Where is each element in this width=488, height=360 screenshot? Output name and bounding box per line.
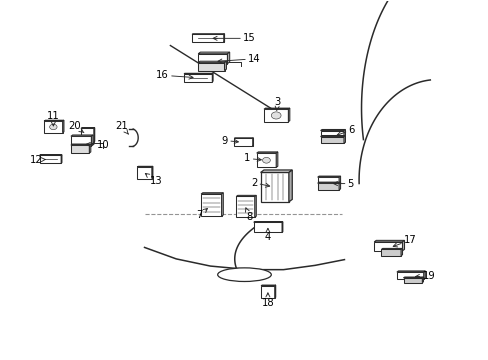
Polygon shape <box>44 121 62 133</box>
Polygon shape <box>40 155 61 163</box>
Circle shape <box>271 112 281 119</box>
Text: 16: 16 <box>156 70 193 80</box>
Polygon shape <box>198 61 226 63</box>
Polygon shape <box>260 170 292 172</box>
Polygon shape <box>236 197 254 217</box>
Polygon shape <box>264 108 289 109</box>
Polygon shape <box>396 272 423 279</box>
Polygon shape <box>381 248 402 249</box>
Polygon shape <box>423 271 425 279</box>
Text: 8: 8 <box>245 208 252 221</box>
Polygon shape <box>89 144 91 153</box>
Polygon shape <box>198 63 224 71</box>
Polygon shape <box>94 128 95 142</box>
Polygon shape <box>236 195 256 197</box>
Polygon shape <box>261 286 274 298</box>
Polygon shape <box>343 135 345 143</box>
Polygon shape <box>317 183 338 190</box>
Polygon shape <box>198 52 229 54</box>
Text: 10: 10 <box>86 140 109 150</box>
Polygon shape <box>317 182 340 183</box>
Polygon shape <box>183 74 212 82</box>
Circle shape <box>50 124 57 130</box>
Polygon shape <box>317 177 338 184</box>
Polygon shape <box>402 240 404 251</box>
Polygon shape <box>254 195 256 217</box>
Polygon shape <box>71 135 93 136</box>
Polygon shape <box>221 193 223 216</box>
Polygon shape <box>224 61 226 71</box>
Polygon shape <box>403 277 423 278</box>
Polygon shape <box>276 152 277 167</box>
Text: 20: 20 <box>68 121 84 132</box>
Polygon shape <box>320 135 345 136</box>
Text: 11: 11 <box>47 111 60 126</box>
Text: 5: 5 <box>333 179 353 189</box>
Polygon shape <box>320 136 343 143</box>
Text: 17: 17 <box>392 235 416 247</box>
Polygon shape <box>192 35 224 42</box>
Text: 4: 4 <box>264 228 270 242</box>
Text: 12: 12 <box>29 155 45 165</box>
Polygon shape <box>234 138 252 146</box>
Polygon shape <box>264 109 288 122</box>
Polygon shape <box>343 130 345 138</box>
Text: 18: 18 <box>261 293 274 308</box>
Polygon shape <box>71 136 91 146</box>
Polygon shape <box>61 155 62 163</box>
Polygon shape <box>44 120 64 121</box>
Polygon shape <box>320 131 343 138</box>
Polygon shape <box>338 182 340 190</box>
Polygon shape <box>256 153 276 167</box>
Polygon shape <box>198 54 227 64</box>
Polygon shape <box>422 277 423 283</box>
Polygon shape <box>81 128 95 129</box>
Text: 19: 19 <box>415 271 434 281</box>
Polygon shape <box>81 129 94 142</box>
Text: 14: 14 <box>218 54 260 64</box>
Text: 2: 2 <box>250 178 269 188</box>
Polygon shape <box>201 193 223 194</box>
Polygon shape <box>152 166 153 179</box>
Polygon shape <box>403 278 422 283</box>
Polygon shape <box>91 135 93 146</box>
Polygon shape <box>71 144 91 145</box>
Text: 13: 13 <box>145 174 162 186</box>
Polygon shape <box>256 152 277 153</box>
Text: 1: 1 <box>244 153 261 163</box>
Text: 9: 9 <box>222 136 238 145</box>
Ellipse shape <box>217 268 271 282</box>
Text: 21: 21 <box>115 121 128 134</box>
Polygon shape <box>338 176 340 184</box>
Polygon shape <box>260 172 288 202</box>
Polygon shape <box>183 73 213 74</box>
Polygon shape <box>261 285 275 286</box>
Text: 6: 6 <box>336 125 354 136</box>
Polygon shape <box>288 170 292 202</box>
Polygon shape <box>201 194 221 216</box>
Polygon shape <box>137 167 152 179</box>
Polygon shape <box>400 248 402 256</box>
Polygon shape <box>252 138 253 146</box>
Polygon shape <box>192 34 224 35</box>
Polygon shape <box>373 240 404 242</box>
Polygon shape <box>137 166 153 167</box>
Polygon shape <box>381 249 400 256</box>
Polygon shape <box>320 130 345 131</box>
Polygon shape <box>212 73 213 82</box>
Circle shape <box>262 157 270 163</box>
Text: 7: 7 <box>196 208 207 220</box>
Polygon shape <box>288 108 289 122</box>
Polygon shape <box>71 145 89 153</box>
Text: 15: 15 <box>213 33 255 43</box>
Polygon shape <box>373 242 402 251</box>
Polygon shape <box>253 222 282 232</box>
Polygon shape <box>317 176 340 177</box>
Polygon shape <box>396 271 425 272</box>
Polygon shape <box>227 52 229 64</box>
Polygon shape <box>274 285 275 298</box>
Text: 3: 3 <box>274 97 280 110</box>
Polygon shape <box>62 120 64 133</box>
